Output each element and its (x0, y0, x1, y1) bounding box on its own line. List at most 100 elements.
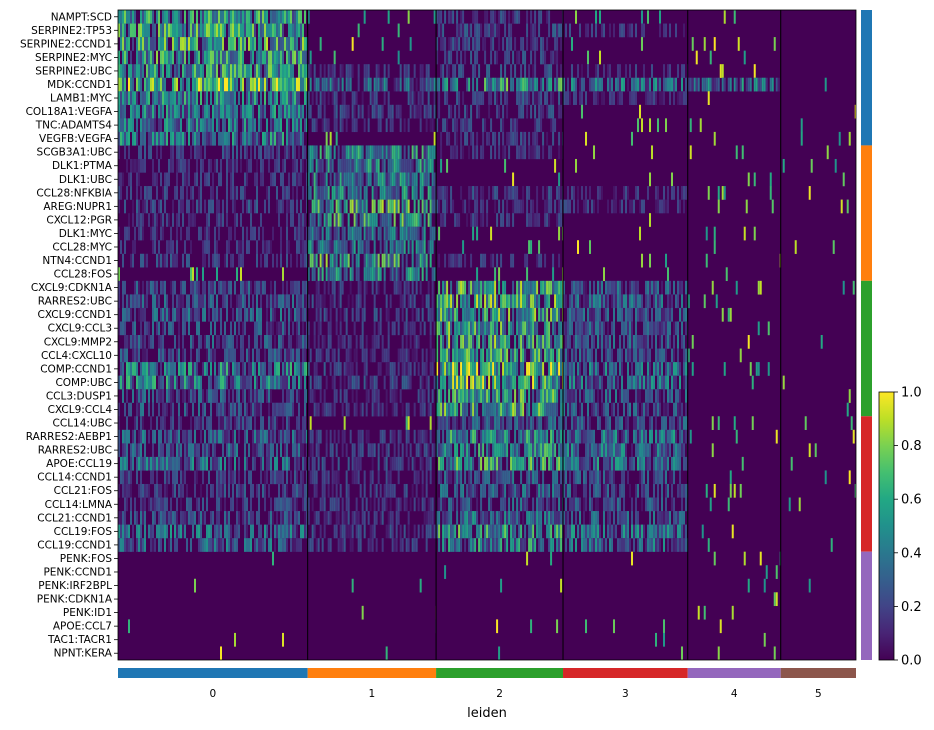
heatmap-cell (520, 199, 523, 214)
heatmap-cell (486, 321, 489, 336)
heatmap-cell (516, 362, 519, 376)
heatmap-cell (172, 37, 174, 51)
heatmap-cell (132, 240, 134, 254)
heatmap-cell (425, 118, 428, 133)
heatmap-cell (558, 145, 561, 160)
heatmap-cell (118, 118, 120, 133)
heatmap-cell (524, 77, 527, 92)
heatmap-cell (280, 77, 282, 92)
heatmap-cell (488, 64, 491, 78)
heatmap-cell (522, 37, 525, 51)
heatmap-cell (542, 362, 545, 376)
heatmap-cell (194, 104, 196, 119)
heatmap-cell (486, 280, 489, 295)
heatmap-cell (753, 226, 756, 241)
heatmap-cell (194, 64, 196, 78)
heatmap-cell (532, 335, 535, 349)
heatmap-cell (401, 226, 404, 241)
heatmap-cell (180, 294, 182, 309)
heatmap-cell (142, 307, 144, 322)
heatmap-cell (341, 253, 344, 268)
heatmap-cell (442, 416, 445, 430)
heatmap-cell (298, 145, 300, 160)
heatmap-cell (260, 10, 262, 24)
heatmap-cell (609, 91, 612, 105)
heatmap-cell (250, 199, 252, 214)
heatmap-cell (454, 348, 457, 363)
heatmap-cell (208, 64, 210, 78)
heatmap-cell (623, 186, 626, 200)
heatmap-cell (355, 375, 358, 390)
heatmap-cell (649, 321, 652, 336)
heatmap-cell (653, 375, 656, 390)
heatmap-cell (292, 294, 294, 309)
heatmap-cell (214, 131, 216, 146)
heatmap-cell (502, 362, 505, 376)
heatmap-cell (723, 77, 726, 92)
heatmap-cell (160, 280, 162, 295)
heatmap-cell (180, 10, 182, 24)
heatmap-cell (421, 64, 424, 78)
heatmap-cell (317, 375, 320, 390)
heatmap-cell (134, 23, 136, 38)
heatmap-row (126, 158, 837, 173)
heatmap-cell (321, 77, 324, 92)
heatmap-cell (345, 64, 348, 78)
heatmap-cell (274, 23, 276, 38)
heatmap-cell (520, 389, 523, 403)
heatmap-cell (296, 172, 298, 187)
heatmap-cell (170, 131, 172, 146)
heatmap-cell (591, 294, 594, 309)
heatmap-cell (548, 362, 551, 376)
heatmap-cell (613, 362, 616, 376)
heatmap-cell (528, 321, 531, 336)
heatmap-cell (180, 375, 182, 390)
heatmap-cell (472, 131, 475, 146)
heatmap-cell (456, 50, 459, 65)
heatmap-cell (508, 375, 511, 390)
heatmap-cell (335, 131, 338, 146)
heatmap-cell (266, 145, 268, 160)
heatmap-cell (246, 280, 248, 295)
heatmap-cell (474, 199, 477, 214)
heatmap-cell (391, 199, 394, 214)
heatmap-cell (236, 362, 238, 376)
heatmap-cell (128, 37, 130, 51)
heatmap-cell (468, 321, 471, 336)
heatmap-cell (637, 375, 640, 390)
heatmap-cell (395, 186, 398, 200)
heatmap-cell (381, 402, 384, 417)
heatmap-cell (373, 335, 376, 349)
heatmap-cell (727, 77, 730, 92)
heatmap-cell (307, 240, 310, 254)
heatmap-cell (504, 145, 507, 160)
heatmap-cell (389, 199, 392, 214)
heatmap-cell (154, 172, 156, 187)
heatmap-cell (124, 77, 126, 92)
heatmap-cell (411, 267, 414, 282)
heatmap-cell (168, 213, 170, 227)
heatmap-cell (300, 131, 302, 146)
heatmap-cell (470, 280, 473, 295)
heatmap-cell (419, 213, 422, 227)
heatmap-cell (415, 213, 418, 227)
heatmap-cell (226, 362, 228, 376)
heatmap-cell (403, 199, 406, 214)
heatmap-cell (633, 280, 636, 295)
heatmap-cell (128, 294, 130, 309)
heatmap-cell (156, 294, 158, 309)
heatmap-cell (611, 348, 614, 363)
heatmap-cell (619, 91, 622, 105)
heatmap-cell (260, 335, 262, 349)
heatmap-cell (206, 131, 208, 146)
heatmap-cell (651, 91, 654, 105)
heatmap-cell (532, 402, 535, 417)
heatmap-cell (552, 91, 555, 105)
heatmap-cell (619, 23, 622, 38)
heatmap-cell (278, 335, 280, 349)
heatmap-cell (268, 23, 270, 38)
heatmap-cell (186, 37, 188, 51)
heatmap-cell (216, 307, 218, 322)
heatmap-cell (296, 186, 298, 200)
heatmap-cell (486, 389, 489, 403)
